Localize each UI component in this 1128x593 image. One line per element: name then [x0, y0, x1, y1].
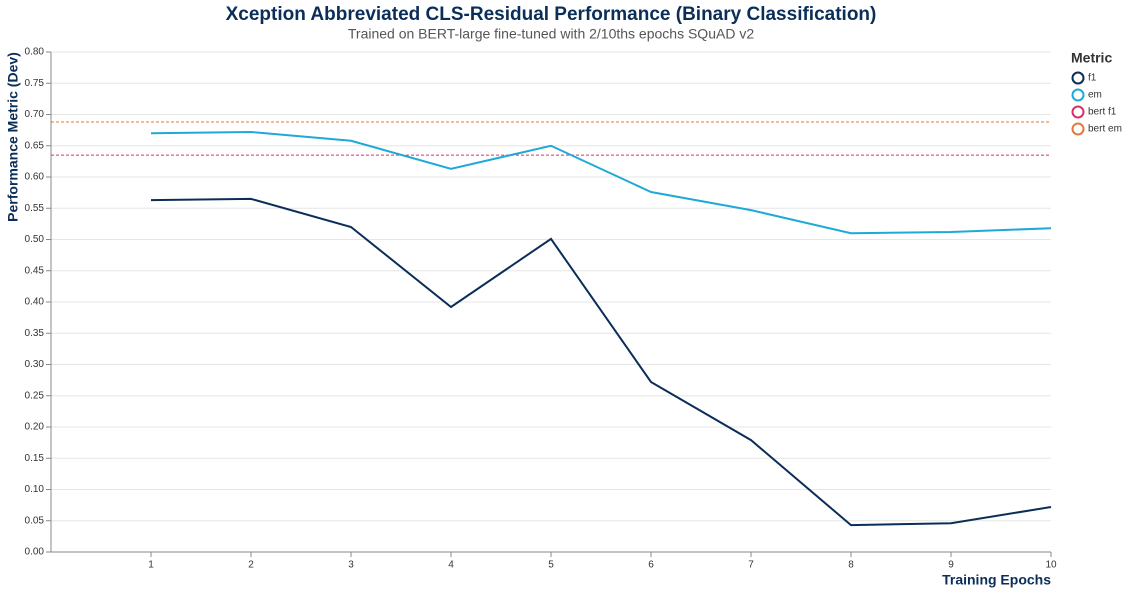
- chart-title: Xception Abbreviated CLS-Residual Perfor…: [226, 4, 877, 25]
- x-tick-label: 9: [948, 560, 954, 571]
- x-tick-label: 2: [248, 560, 254, 571]
- legend-label: bert f1: [1088, 107, 1117, 118]
- data-line: [150, 197, 1052, 527]
- legend-title: Metric: [1071, 50, 1112, 66]
- y-tick-label: 0.50: [25, 234, 45, 245]
- x-tick-label: 3: [348, 560, 354, 571]
- y-tick-label: 0.25: [25, 390, 45, 401]
- y-tick-label: 0.10: [25, 484, 45, 495]
- y-tick-label: 0.80: [25, 47, 45, 58]
- y-tick-label: 0.20: [25, 422, 45, 433]
- x-tick-label: 4: [448, 560, 454, 571]
- x-tick-label: 10: [1045, 560, 1057, 571]
- y-tick-label: 0.40: [25, 297, 45, 308]
- x-tick-label: 7: [748, 560, 754, 571]
- x-tick-label: 8: [848, 560, 854, 571]
- y-axis-label: Performance Metric (Dev): [5, 52, 21, 222]
- y-tick-label: 0.00: [25, 547, 45, 558]
- data-line: [150, 130, 1052, 235]
- legend-symbol: [1071, 122, 1085, 136]
- chart-subtitle: Trained on BERT-large fine-tuned with 2/…: [348, 26, 754, 42]
- y-tick-label: 0.05: [25, 515, 45, 526]
- y-tick-label: 0.15: [25, 453, 45, 464]
- y-tick-label: 0.70: [25, 109, 45, 120]
- y-tick-label: 0.45: [25, 265, 45, 276]
- legend-label: em: [1088, 90, 1102, 101]
- y-tick-label: 0.55: [25, 203, 45, 214]
- y-tick-label: 0.35: [25, 328, 45, 339]
- legend-label: f1: [1088, 73, 1097, 84]
- x-tick-label: 1: [148, 560, 154, 571]
- y-tick-label: 0.75: [25, 78, 45, 89]
- y-tick-label: 0.30: [25, 359, 45, 370]
- x-tick-label: 6: [648, 560, 654, 571]
- y-tick-label: 0.65: [25, 140, 45, 151]
- legend-symbol: [1071, 88, 1085, 102]
- legend-symbol: [1071, 71, 1085, 85]
- legend-label: bert em: [1088, 124, 1122, 135]
- x-tick-label: 5: [548, 560, 554, 571]
- x-axis-label: Training Epochs: [942, 572, 1051, 588]
- legend-symbol: [1071, 105, 1085, 119]
- y-tick-label: 0.60: [25, 172, 45, 183]
